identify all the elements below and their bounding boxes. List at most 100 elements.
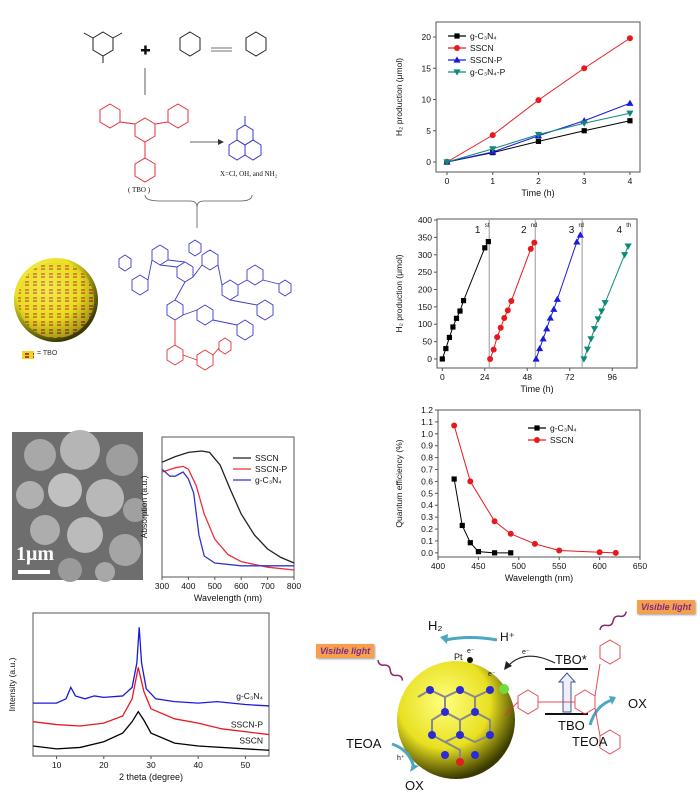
y-tick-label: 0.1	[421, 536, 433, 546]
y-axis-label: H₂ production (μmol)	[394, 58, 404, 136]
data-point	[627, 118, 633, 124]
heptazine-structure	[228, 116, 262, 161]
y-axis-label: Intensity (a.u.)	[7, 657, 17, 711]
data-point	[494, 334, 501, 341]
data-point	[598, 308, 606, 315]
data-point	[621, 252, 629, 259]
data-point	[550, 305, 558, 312]
data-point	[487, 355, 494, 362]
data-point	[594, 316, 602, 323]
data-point	[467, 478, 474, 485]
x-tick-label: 48	[523, 372, 533, 382]
data-point	[485, 238, 491, 245]
data-point	[596, 549, 603, 556]
x-tick-label: 400	[181, 581, 195, 591]
x-tick-label: 500	[208, 581, 222, 591]
series-label: g-C₃N₄	[236, 691, 263, 701]
x-tick-label: 550	[552, 561, 566, 571]
y-tick-label: 20	[422, 32, 432, 42]
x-tick-label: 450	[471, 561, 485, 571]
data-point	[489, 132, 496, 139]
plot-frame	[437, 409, 641, 558]
data-point	[508, 550, 514, 556]
data-point	[459, 522, 465, 529]
y-tick-label: 0.5	[421, 488, 433, 498]
x-tick-label: 50	[241, 760, 251, 770]
data-point	[583, 346, 592, 353]
cycle-label: 3	[569, 225, 575, 236]
y-tick-label: 0.7	[421, 465, 433, 475]
data-point	[507, 530, 514, 537]
teoa-label-left: TEOA	[346, 736, 382, 751]
electron-label-surface: e⁻	[488, 671, 496, 678]
visible-light-badge-right: Visible light	[637, 600, 696, 614]
chart-4: 10 20 30 40 50 2 theta (degree) Intensity (a.u…	[7, 612, 270, 782]
series-line	[161, 450, 295, 564]
data-point	[576, 231, 584, 238]
y-tick-label: 5	[426, 126, 431, 136]
series-label: SSCN	[239, 735, 263, 745]
data-point	[581, 128, 587, 134]
x-tick-label: 3	[582, 176, 587, 186]
x-tick-label: 300	[155, 581, 169, 591]
data-point	[490, 346, 497, 353]
legend-marker	[454, 33, 460, 39]
hole-label: h⁺	[397, 755, 405, 762]
y-tick-label: 0.4	[421, 500, 433, 510]
tbo-legend-swatch	[22, 351, 34, 359]
pt-label: Pt	[454, 652, 463, 662]
electron-label-transfer: e⁻	[522, 649, 530, 656]
y-axis-label: Quantum efficiency (%)	[394, 439, 404, 527]
cyanuric-chloride-structure	[83, 31, 123, 63]
data-point	[546, 314, 554, 321]
data-point	[450, 324, 456, 330]
data-point	[531, 540, 538, 547]
y-tick-label: 200	[418, 285, 432, 295]
data-point	[451, 422, 458, 429]
x-tick-label: 800	[287, 581, 301, 591]
electron-label-pt: e⁻	[467, 648, 475, 655]
data-point	[535, 138, 542, 144]
series-line	[453, 425, 616, 554]
sem-scale-bar	[18, 570, 50, 574]
data-point	[573, 238, 581, 245]
x-tick-label: 700	[261, 581, 275, 591]
x-axis-label: Time (h)	[520, 384, 553, 394]
y-tick-label: 10	[422, 95, 432, 105]
heptazine-molecule	[417, 688, 491, 762]
cyanuric-acid-structure	[179, 31, 267, 57]
tbo-legend-label: = TBO	[37, 350, 58, 357]
series-line	[161, 468, 294, 567]
y-tick-label: 250	[418, 267, 432, 277]
data-point	[491, 550, 498, 556]
data-point	[580, 356, 588, 363]
plot-frame	[161, 436, 295, 578]
y-tick-label: 150	[418, 302, 432, 312]
x-tick-label: 30	[146, 760, 156, 770]
legend-marker	[534, 437, 540, 443]
data-point	[453, 315, 460, 321]
data-point	[580, 120, 588, 127]
data-point	[508, 297, 515, 304]
data-point	[556, 547, 563, 554]
y-axis-label: H₂ production (μmol)	[394, 254, 404, 332]
data-point	[501, 314, 508, 321]
tbo-fragment-structure	[166, 320, 232, 371]
x-axis-label: Wavelength (nm)	[194, 593, 262, 603]
plot-frame	[435, 21, 641, 173]
legend-marker	[453, 69, 461, 76]
legend-label: SSCN-P	[470, 55, 502, 65]
cycle-label: 2	[521, 225, 527, 236]
data-point	[587, 336, 595, 343]
data-point	[626, 110, 634, 117]
tbo-label: ( TBO )	[128, 186, 151, 194]
data-point	[527, 245, 534, 252]
data-point	[601, 300, 609, 307]
y-tick-label: 0	[427, 354, 432, 364]
data-point	[581, 65, 588, 72]
legend-label: SSCN	[470, 43, 494, 53]
data-point	[590, 326, 599, 333]
tbo-ground-label: TBO	[558, 718, 585, 733]
